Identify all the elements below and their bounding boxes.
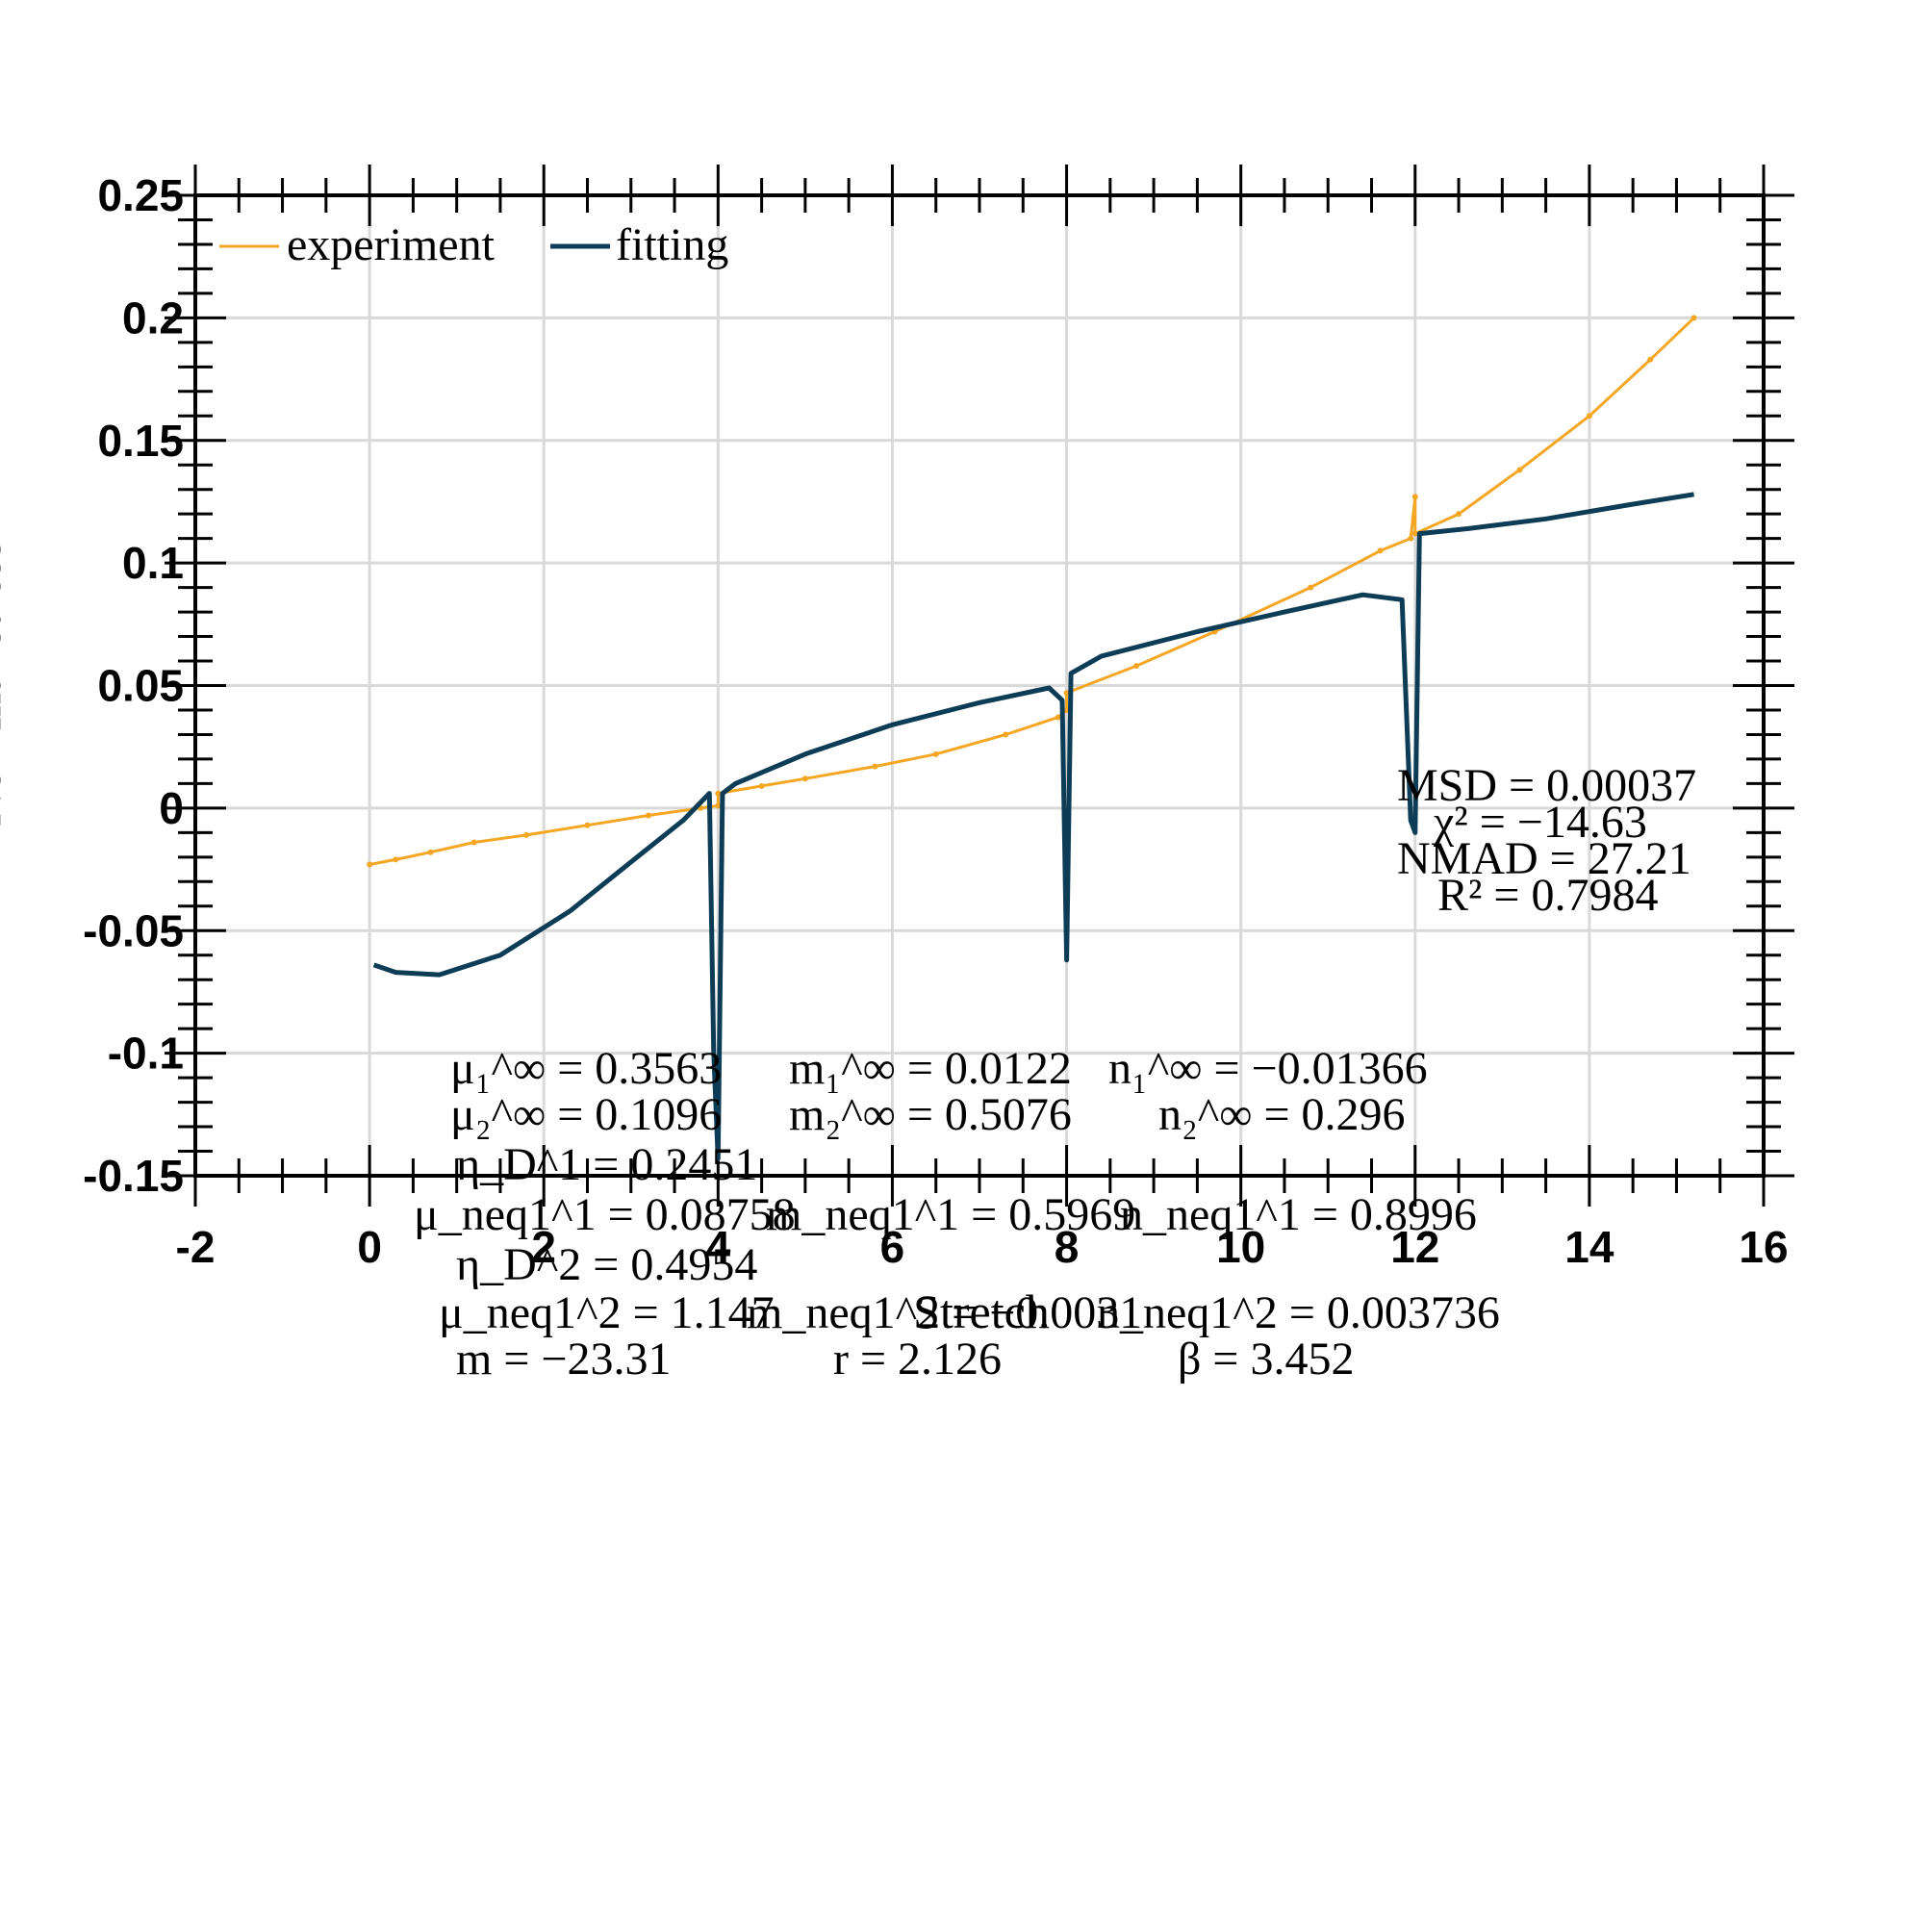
x-tick-label: -2: [176, 1222, 216, 1272]
anno-mu1-inf: μ₁^∞ = 0.3563: [450, 1043, 722, 1094]
legend-experiment-label: experiment: [287, 219, 496, 270]
y-tick-label: 0.2: [122, 292, 184, 343]
anno-n2-neq: n_neq1^2 = 0.003736: [1097, 1287, 1500, 1338]
series-experiment-point: [1308, 584, 1314, 591]
anno-m1-neq: m_neq1^1 = 0.5969: [766, 1189, 1135, 1240]
anno-r: r = 2.126: [833, 1334, 1002, 1385]
x-tick-label: 12: [1390, 1222, 1439, 1272]
series-experiment-point: [1586, 413, 1592, 419]
series-experiment-point: [801, 775, 808, 782]
series-experiment-point: [1411, 530, 1418, 537]
anno-mu2-inf: μ₂^∞ = 0.1096: [450, 1089, 722, 1140]
y-tick-label: 0.25: [97, 170, 184, 220]
anno-r2: R² = 0.7984: [1437, 870, 1658, 921]
tick-labels: -2 0 2 4 6 8 10 12 14 16 0.25 0.2 0.15 0.1 0.05 0 -0.05 -…: [83, 170, 1788, 1272]
parameters: μ₁^∞ = 0.3563 m₁^∞ = 0.0122 n₁^∞ = −0.01…: [414, 1043, 1500, 1385]
series-experiment-point: [758, 782, 765, 789]
anno-mu2-neq: μ_neq1^2 = 1.147: [439, 1287, 775, 1338]
x-tick-label: 8: [1055, 1222, 1080, 1272]
series-experiment-point: [1647, 356, 1654, 363]
series-experiment-point: [427, 849, 434, 855]
anno-m: m = −23.31: [456, 1334, 671, 1385]
series-fitting-line: [372, 492, 1694, 1161]
series-experiment-point: [715, 790, 722, 797]
x-axis-title: Stretch: [913, 1284, 1050, 1338]
anno-m2-neq: m_neq1^2 = −0.0031: [747, 1287, 1142, 1338]
anno-n1-inf: n₁^∞ = −0.01366: [1108, 1043, 1428, 1094]
x-tick-label: 14: [1564, 1222, 1614, 1272]
legend-fitting-label: fitting: [616, 219, 728, 270]
series-experiment-point: [1411, 494, 1418, 500]
series-experiment-point: [1690, 315, 1697, 321]
series-experiment-point: [1055, 714, 1061, 721]
series-experiment-point: [1377, 547, 1384, 554]
anno-n2-inf: n₂^∞ = 0.296: [1158, 1089, 1406, 1140]
y-tick-label: -0.15: [83, 1151, 184, 1201]
anno-msd: MSD = 0.00037: [1397, 760, 1696, 811]
series-experiment-point: [645, 812, 651, 819]
anno-eta2-d: η_D^2 = 0.4954: [456, 1239, 757, 1290]
fit-stats: MSD = 0.00037 χ² = −14.63 NMAD = 27.21 R…: [1397, 760, 1696, 921]
ticks: [165, 165, 1794, 1207]
anno-beta: β = 3.452: [1178, 1334, 1355, 1385]
anno-chi2: χ² = −14.63: [1433, 797, 1647, 848]
series-experiment-point: [1456, 511, 1462, 518]
series-experiment-point: [367, 861, 373, 868]
series-experiment-point: [1063, 690, 1070, 697]
anno-m2-inf: m₂^∞ = 0.5076: [789, 1089, 1072, 1140]
x-tick-label: 4: [706, 1222, 731, 1272]
grid: [195, 195, 1764, 1176]
x-tick-label: 10: [1216, 1222, 1265, 1272]
anno-nmad: NMAD = 27.21: [1397, 833, 1691, 884]
anno-n1-neq: n_neq1^1 = 0.8996: [1120, 1189, 1477, 1240]
series-layer: [367, 315, 1697, 1161]
y-tick-label: 0: [159, 783, 184, 833]
y-tick-label: 0.15: [97, 416, 184, 466]
x-tick-label: 0: [357, 1222, 382, 1272]
series-experiment-point: [1408, 535, 1414, 542]
y-tick-label: 0.05: [97, 661, 184, 711]
y-axis-title: Nominal stress: [0, 540, 11, 827]
legend: experiment fitting: [219, 219, 728, 270]
y-tick-label: -0.05: [83, 905, 184, 955]
series-experiment-point: [932, 750, 939, 757]
anno-mu1-neq: μ_neq1^1 = 0.08758: [414, 1189, 796, 1240]
x-tick-label: 6: [880, 1222, 905, 1272]
series-experiment-point: [1133, 663, 1139, 670]
y-tick-label: -0.1: [108, 1029, 184, 1079]
series-experiment-point: [393, 856, 399, 863]
x-tick-label: 16: [1739, 1222, 1788, 1272]
anno-m1-inf: m₁^∞ = 0.0122: [789, 1043, 1072, 1094]
series-experiment-point: [1516, 467, 1523, 473]
x-tick-label: 2: [531, 1222, 556, 1272]
series-experiment-point: [715, 802, 722, 809]
series-experiment-point: [584, 822, 591, 828]
series-experiment-point: [470, 839, 477, 846]
anno-eta1-d: η_D^1 = 0.2451: [456, 1139, 757, 1190]
series-experiment-point: [523, 831, 530, 838]
y-tick-label: 0.1: [122, 538, 184, 588]
series-experiment-point: [872, 763, 878, 770]
series-experiment-line: [369, 317, 1695, 866]
series-experiment-point: [1003, 731, 1009, 738]
